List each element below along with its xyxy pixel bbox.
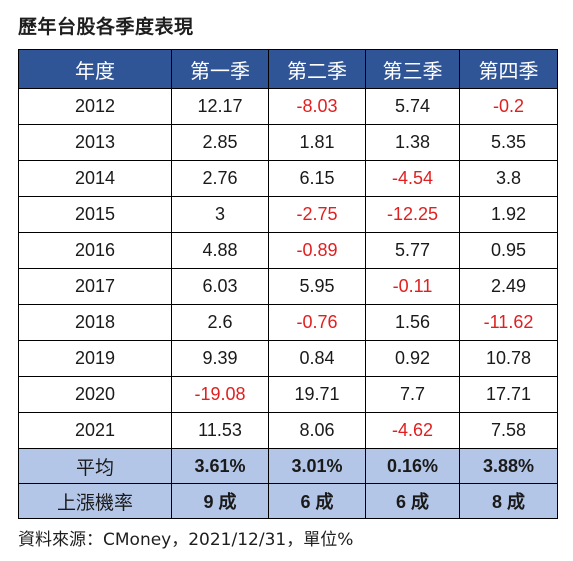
- value-cell-q1: 3: [171, 196, 269, 233]
- value-cell-q3: 7.7: [365, 376, 460, 413]
- value-cell-q4: 2.49: [459, 268, 558, 305]
- table-row: 2015 3 -2.75 -12.25 1.92: [18, 196, 558, 233]
- year-cell: 2017: [18, 268, 172, 305]
- value-cell-q4: 3.8: [459, 160, 558, 197]
- value-cell-q2: 1.81: [268, 124, 366, 161]
- value-cell-q3: -4.54: [365, 160, 460, 197]
- value-cell-q3: 5.77: [365, 232, 460, 269]
- table-row: 2014 2.76 6.15 -4.54 3.8: [18, 160, 558, 197]
- summary-value-q2: 3.01%: [268, 448, 366, 484]
- summary-value-q4: 8 成: [459, 483, 558, 519]
- summary-label: 上漲機率: [18, 483, 172, 519]
- year-cell: 2021: [18, 412, 172, 449]
- value-cell-q1: 4.88: [171, 232, 269, 269]
- header-q4: 第四季: [459, 49, 558, 89]
- summary-value-q3: 6 成: [365, 483, 460, 519]
- table-row: 2016 4.88 -0.89 5.77 0.95: [18, 232, 558, 269]
- value-cell-q4: 0.95: [459, 232, 558, 269]
- year-cell: 2020: [18, 376, 172, 413]
- year-cell: 2019: [18, 340, 172, 377]
- value-cell-q2: 5.95: [268, 268, 366, 305]
- chart-title: 歷年台股各季度表現: [18, 16, 194, 38]
- year-cell: 2014: [18, 160, 172, 197]
- value-cell-q4: -11.62: [459, 304, 558, 341]
- year-cell: 2016: [18, 232, 172, 269]
- source-note: 資料來源：CMoney，2021/12/31，單位%: [18, 530, 354, 550]
- average-row: 平均 3.61% 3.01% 0.16% 3.88%: [18, 448, 558, 484]
- value-cell-q4: 5.35: [459, 124, 558, 161]
- year-cell: 2018: [18, 304, 172, 341]
- value-cell-q1: 2.85: [171, 124, 269, 161]
- year-cell: 2012: [18, 88, 172, 125]
- year-cell: 2015: [18, 196, 172, 233]
- value-cell-q2: 8.06: [268, 412, 366, 449]
- summary-value-q2: 6 成: [268, 483, 366, 519]
- value-cell-q3: 0.92: [365, 340, 460, 377]
- value-cell-q4: 1.92: [459, 196, 558, 233]
- year-cell: 2013: [18, 124, 172, 161]
- table-row: 2019 9.39 0.84 0.92 10.78: [18, 340, 558, 377]
- table-row: 2013 2.85 1.81 1.38 5.35: [18, 124, 558, 161]
- value-cell-q4: 7.58: [459, 412, 558, 449]
- value-cell-q2: -8.03: [268, 88, 366, 125]
- value-cell-q2: -2.75: [268, 196, 366, 233]
- table-row: 2021 11.53 8.06 -4.62 7.58: [18, 412, 558, 449]
- header-q2: 第二季: [268, 49, 366, 89]
- value-cell-q3: -4.62: [365, 412, 460, 449]
- table-row: 2012 12.17 -8.03 5.74 -0.2: [18, 88, 558, 125]
- header-row: 年度 第一季 第二季 第三季 第四季: [18, 49, 558, 89]
- value-cell-q3: 1.38: [365, 124, 460, 161]
- summary-value-q4: 3.88%: [459, 448, 558, 484]
- value-cell-q3: -0.11: [365, 268, 460, 305]
- value-cell-q2: 0.84: [268, 340, 366, 377]
- value-cell-q4: 10.78: [459, 340, 558, 377]
- summary-label: 平均: [18, 448, 172, 484]
- quarterly-performance-table: 年度 第一季 第二季 第三季 第四季 2012 12.17 -8.03 5.74 -0.…: [18, 49, 558, 519]
- value-cell-q3: 5.74: [365, 88, 460, 125]
- header-q3: 第三季: [365, 49, 460, 89]
- table-row: 2020 -19.08 19.71 7.7 17.71: [18, 376, 558, 413]
- value-cell-q1: 9.39: [171, 340, 269, 377]
- value-cell-q1: 2.6: [171, 304, 269, 341]
- table-row: 2018 2.6 -0.76 1.56 -11.62: [18, 304, 558, 341]
- value-cell-q3: -12.25: [365, 196, 460, 233]
- summary-value-q1: 9 成: [171, 483, 269, 519]
- table-row: 2017 6.03 5.95 -0.11 2.49: [18, 268, 558, 305]
- value-cell-q2: 6.15: [268, 160, 366, 197]
- value-cell-q1: 11.53: [171, 412, 269, 449]
- summary-value-q3: 0.16%: [365, 448, 460, 484]
- value-cell-q1: -19.08: [171, 376, 269, 413]
- header-year: 年度: [18, 49, 172, 89]
- value-cell-q1: 2.76: [171, 160, 269, 197]
- value-cell-q4: 17.71: [459, 376, 558, 413]
- summary-value-q1: 3.61%: [171, 448, 269, 484]
- value-cell-q3: 1.56: [365, 304, 460, 341]
- value-cell-q1: 12.17: [171, 88, 269, 125]
- value-cell-q2: -0.89: [268, 232, 366, 269]
- value-cell-q1: 6.03: [171, 268, 269, 305]
- value-cell-q4: -0.2: [459, 88, 558, 125]
- value-cell-q2: -0.76: [268, 304, 366, 341]
- table-body: 2012 12.17 -8.03 5.74 -0.2 2013 2.85 1.81 1.38 5.…: [18, 88, 558, 519]
- header-q1: 第一季: [171, 49, 269, 89]
- value-cell-q2: 19.71: [268, 376, 366, 413]
